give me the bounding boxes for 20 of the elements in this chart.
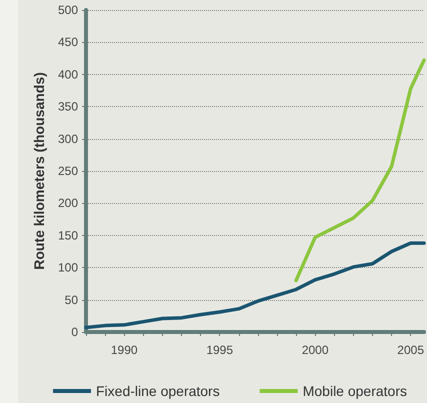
x-tick-label: 2000	[302, 343, 329, 357]
y-tick-label: 450	[58, 35, 78, 50]
y-tick-label: 300	[58, 132, 78, 146]
legend-label: Mobile operators	[302, 383, 408, 399]
line-series	[84, 241, 426, 330]
x-tick-label: 2005	[397, 343, 424, 357]
y-tick-label: 500	[58, 3, 78, 17]
y-tick-label: 200	[58, 196, 78, 210]
y-tick-label: 350	[58, 100, 78, 114]
y-tick-label: 100	[58, 260, 78, 275]
line-series	[294, 58, 426, 282]
x-tick-label: 1995	[206, 343, 234, 357]
y-tick-label: 250	[58, 164, 78, 178]
y-tick-label: 400	[58, 67, 78, 82]
x-tick-label: 1990	[110, 343, 138, 357]
y-tick-label: 150	[58, 228, 78, 242]
legend-label: Fixed-line operators	[96, 383, 220, 399]
y-tick-label: 50	[64, 292, 78, 307]
y-axis-title: Route kilometers (thousands)	[31, 72, 47, 270]
y-tick-label: 0	[71, 325, 78, 339]
